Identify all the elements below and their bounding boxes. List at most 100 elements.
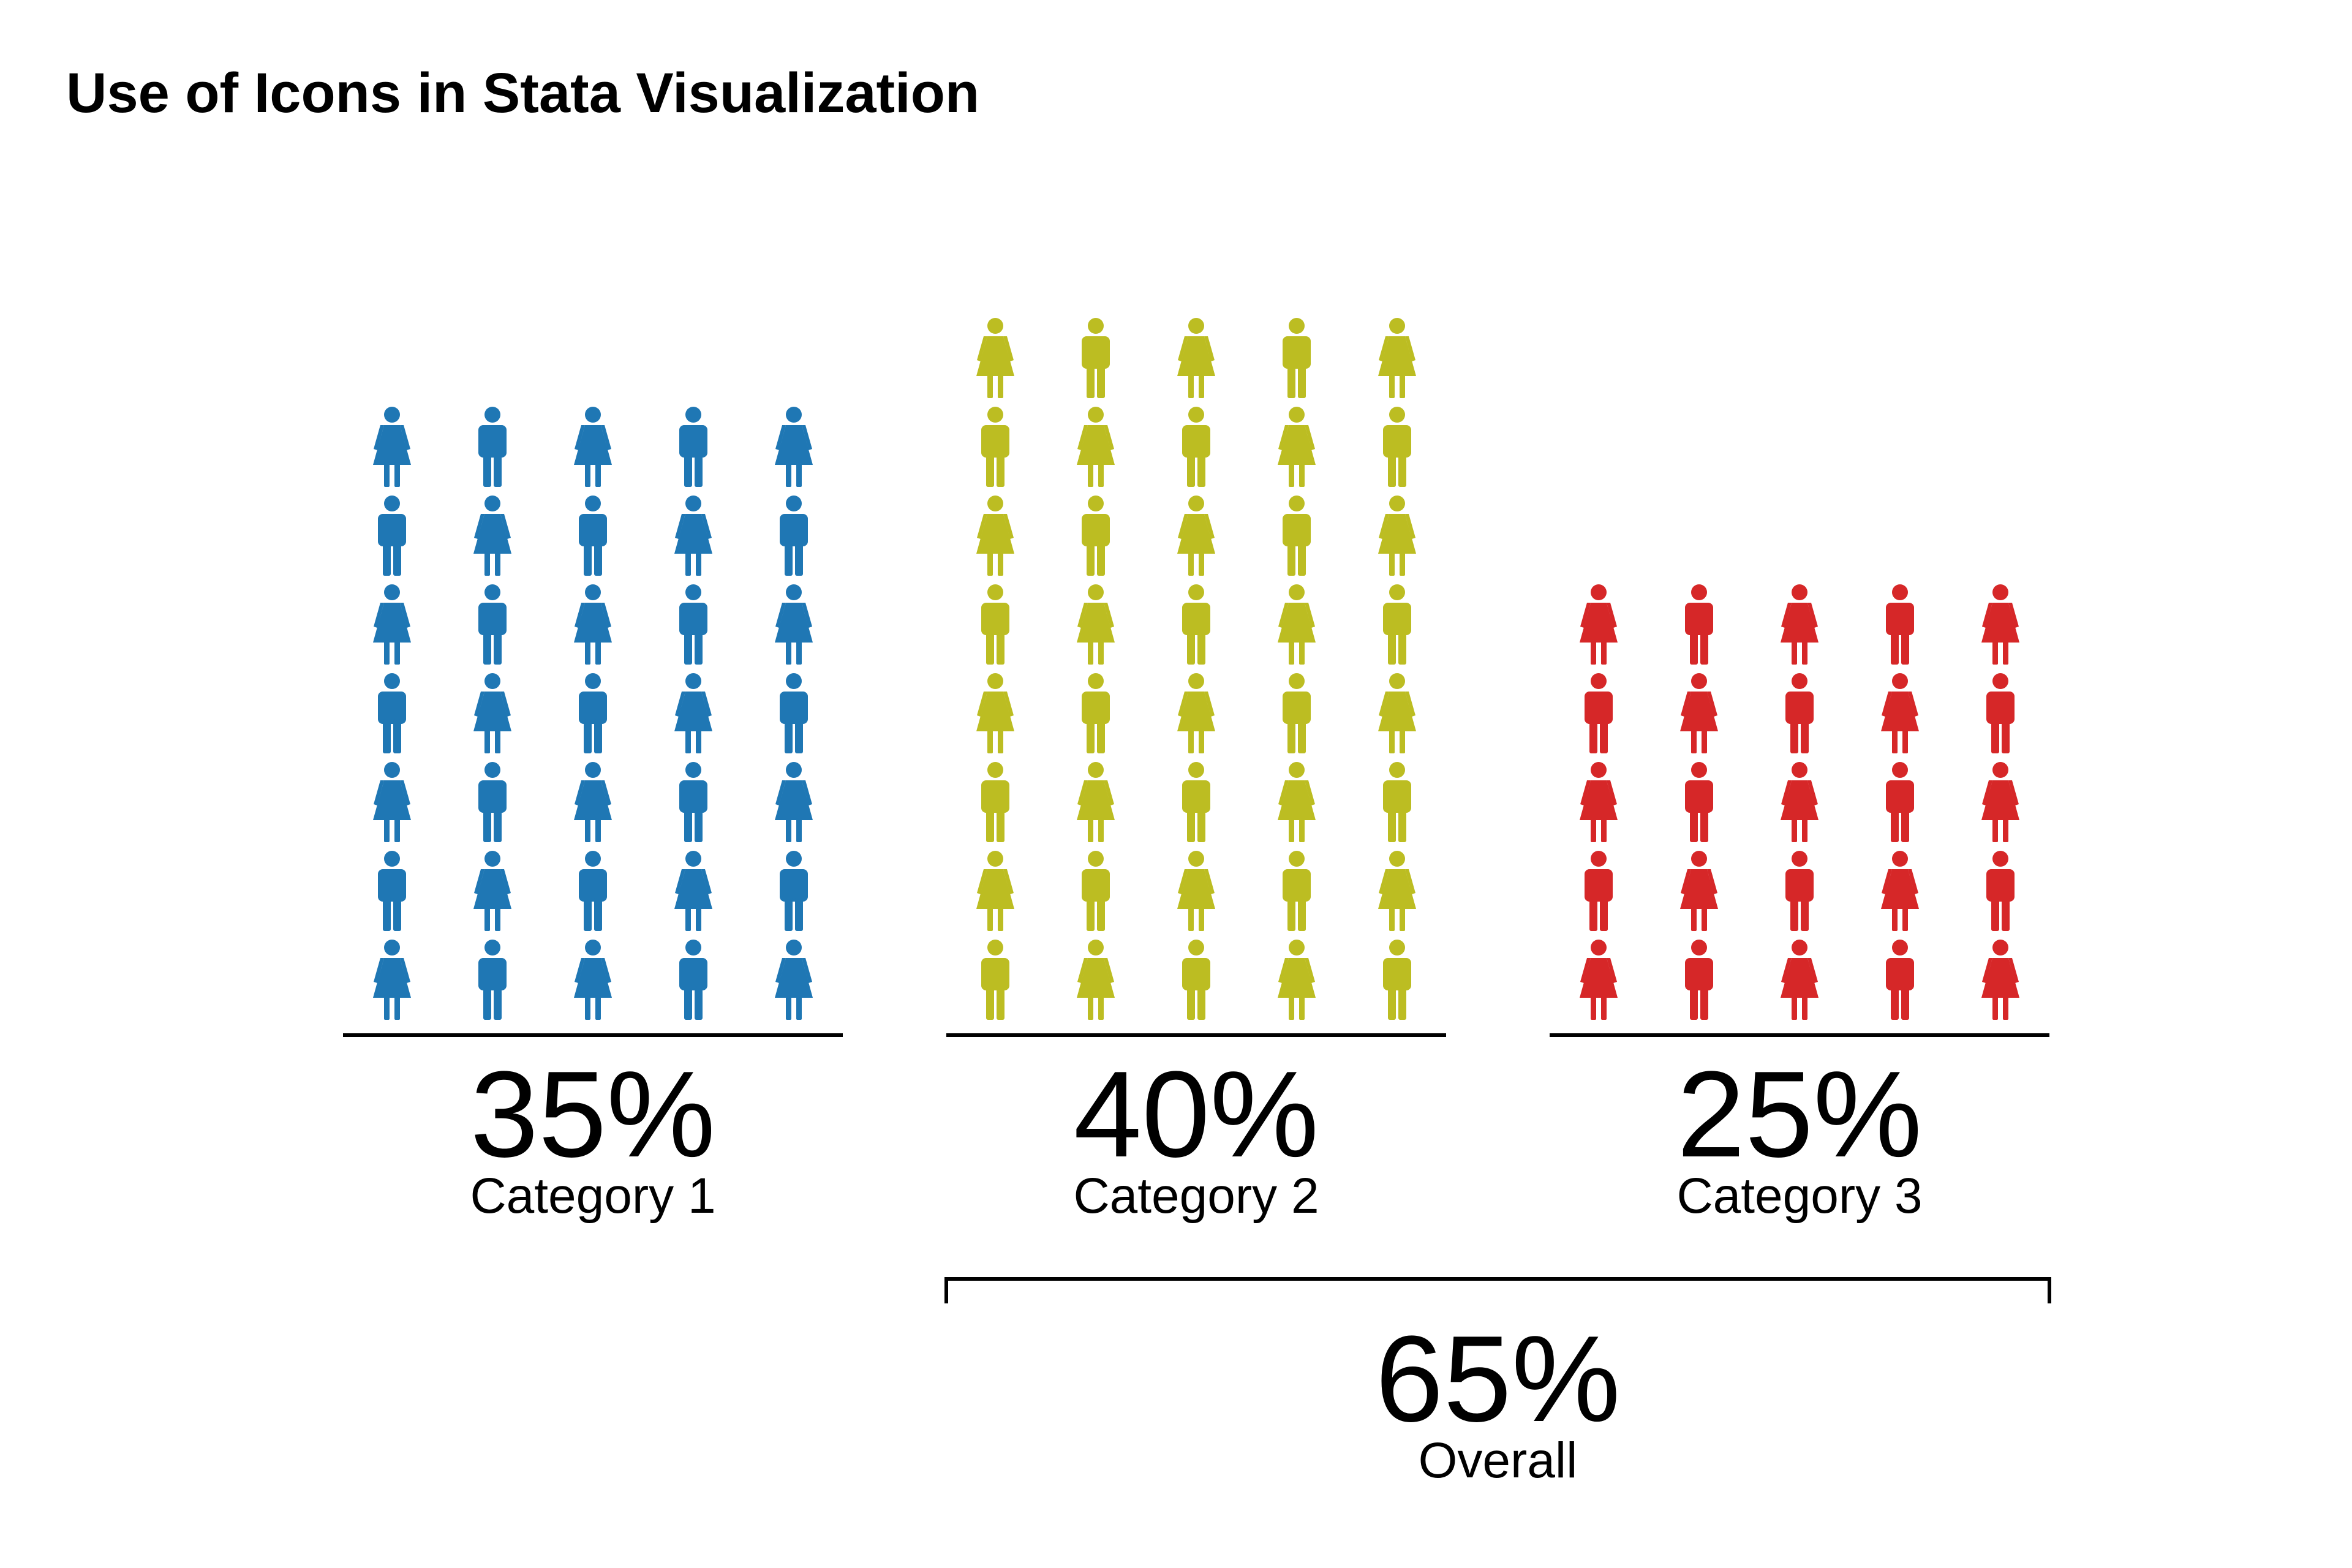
male-person-icon <box>1283 673 1311 753</box>
female-person-icon <box>976 673 1014 753</box>
male-person-icon <box>1082 673 1110 753</box>
male-person-icon <box>1182 584 1210 665</box>
male-person-icon <box>1082 318 1110 398</box>
male-person-icon <box>1685 584 1713 665</box>
female-person-icon <box>1077 407 1115 487</box>
male-person-icon <box>1182 762 1210 842</box>
male-person-icon <box>981 584 1009 665</box>
female-person-icon <box>1680 673 1718 753</box>
male-person-icon <box>478 407 507 487</box>
female-person-icon <box>1981 762 2019 842</box>
male-person-icon <box>478 584 507 665</box>
overall-bracket <box>944 1277 2051 1303</box>
female-person-icon <box>775 940 813 1020</box>
female-person-icon <box>1981 940 2019 1020</box>
female-person-icon <box>674 496 712 576</box>
category-group: 40%Category 2 <box>946 318 1446 1224</box>
female-person-icon <box>976 851 1014 931</box>
female-person-icon <box>674 851 712 931</box>
male-person-icon <box>478 762 507 842</box>
male-person-icon <box>1383 584 1411 665</box>
male-person-icon <box>1182 407 1210 487</box>
female-person-icon <box>1177 318 1215 398</box>
female-person-icon <box>1378 496 1416 576</box>
female-person-icon <box>1077 584 1115 665</box>
male-person-icon <box>1585 673 1613 753</box>
female-person-icon <box>373 940 411 1020</box>
male-person-icon <box>1283 496 1311 576</box>
category-label: Category 2 <box>1073 1168 1319 1224</box>
female-person-icon <box>1177 673 1215 753</box>
male-person-icon <box>1785 673 1814 753</box>
female-person-icon <box>1278 407 1316 487</box>
category-percent-label: 40% <box>1074 1046 1319 1183</box>
category-label: Category 1 <box>470 1168 715 1224</box>
female-person-icon <box>775 407 813 487</box>
male-person-icon <box>679 584 707 665</box>
female-person-icon <box>473 673 511 753</box>
male-person-icon <box>981 762 1009 842</box>
male-person-icon <box>579 673 607 753</box>
female-person-icon <box>1278 762 1316 842</box>
category-percent-label: 35% <box>470 1046 715 1183</box>
female-person-icon <box>1378 673 1416 753</box>
female-person-icon <box>1378 851 1416 931</box>
female-person-icon <box>1580 762 1618 842</box>
female-person-icon <box>1177 496 1215 576</box>
male-person-icon <box>1383 407 1411 487</box>
female-person-icon <box>1580 584 1618 665</box>
female-person-icon <box>1781 762 1819 842</box>
female-person-icon <box>1580 940 1618 1020</box>
overall-percent-label: 65% <box>1375 1311 1620 1447</box>
male-person-icon <box>579 851 607 931</box>
male-person-icon <box>579 496 607 576</box>
male-person-icon <box>780 673 808 753</box>
male-person-icon <box>1986 673 2015 753</box>
female-person-icon <box>674 673 712 753</box>
male-person-icon <box>1685 940 1713 1020</box>
male-person-icon <box>1685 762 1713 842</box>
female-person-icon <box>976 318 1014 398</box>
female-person-icon <box>775 584 813 665</box>
male-person-icon <box>679 407 707 487</box>
male-person-icon <box>1886 584 1914 665</box>
male-person-icon <box>679 762 707 842</box>
male-person-icon <box>1383 940 1411 1020</box>
male-person-icon <box>780 851 808 931</box>
female-person-icon <box>1077 940 1115 1020</box>
female-person-icon <box>1781 940 1819 1020</box>
category-label: Category 3 <box>1676 1168 1922 1224</box>
female-person-icon <box>1981 584 2019 665</box>
female-person-icon <box>1177 851 1215 931</box>
female-person-icon <box>473 496 511 576</box>
male-person-icon <box>1182 940 1210 1020</box>
female-person-icon <box>574 762 612 842</box>
male-person-icon <box>1082 851 1110 931</box>
male-person-icon <box>1886 940 1914 1020</box>
male-person-icon <box>1283 318 1311 398</box>
female-person-icon <box>1278 940 1316 1020</box>
male-person-icon <box>1383 762 1411 842</box>
male-person-icon <box>378 673 406 753</box>
female-person-icon <box>473 851 511 931</box>
male-person-icon <box>378 496 406 576</box>
chart-title: Use of Icons in Stata Visualization <box>66 62 980 124</box>
female-person-icon <box>1077 762 1115 842</box>
male-person-icon <box>478 940 507 1020</box>
male-person-icon <box>780 496 808 576</box>
female-person-icon <box>976 496 1014 576</box>
female-person-icon <box>373 584 411 665</box>
female-person-icon <box>1781 584 1819 665</box>
female-person-icon <box>1378 318 1416 398</box>
male-person-icon <box>679 940 707 1020</box>
male-person-icon <box>1986 851 2015 931</box>
male-person-icon <box>1886 762 1914 842</box>
female-person-icon <box>775 762 813 842</box>
male-person-icon <box>1082 496 1110 576</box>
female-person-icon <box>1881 851 1919 931</box>
female-person-icon <box>574 407 612 487</box>
female-person-icon <box>373 407 411 487</box>
male-person-icon <box>981 407 1009 487</box>
category-group: 25%Category 3 <box>1550 584 2049 1224</box>
